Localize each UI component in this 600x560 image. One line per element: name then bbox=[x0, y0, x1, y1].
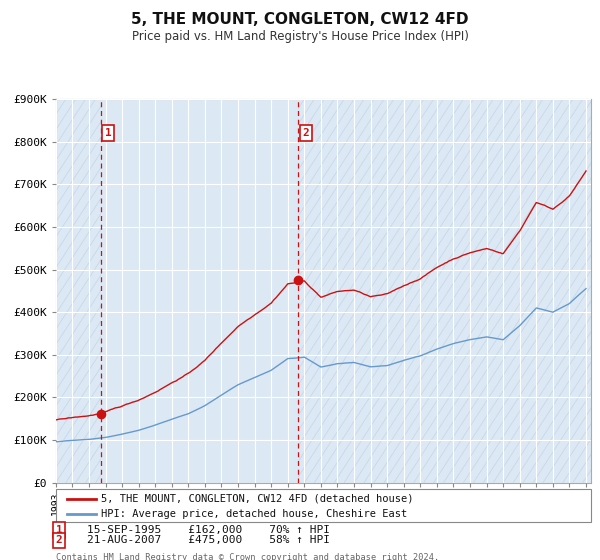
Bar bbox=[101, 99, 298, 483]
Text: 1: 1 bbox=[105, 128, 112, 138]
Text: Price paid vs. HM Land Registry's House Price Index (HPI): Price paid vs. HM Land Registry's House … bbox=[131, 30, 469, 43]
Text: 5, THE MOUNT, CONGLETON, CW12 4FD: 5, THE MOUNT, CONGLETON, CW12 4FD bbox=[131, 12, 469, 27]
Text: 2: 2 bbox=[56, 535, 62, 545]
Text: HPI: Average price, detached house, Cheshire East: HPI: Average price, detached house, Ches… bbox=[101, 509, 407, 519]
Text: 15-SEP-1995    £162,000    70% ↑ HPI: 15-SEP-1995 £162,000 70% ↑ HPI bbox=[87, 525, 330, 535]
Text: 2: 2 bbox=[302, 128, 309, 138]
Text: 21-AUG-2007    £475,000    58% ↑ HPI: 21-AUG-2007 £475,000 58% ↑ HPI bbox=[87, 535, 330, 545]
FancyBboxPatch shape bbox=[56, 489, 591, 522]
Text: 5, THE MOUNT, CONGLETON, CW12 4FD (detached house): 5, THE MOUNT, CONGLETON, CW12 4FD (detac… bbox=[101, 493, 414, 503]
Text: 1: 1 bbox=[56, 525, 62, 535]
Text: Contains HM Land Registry data © Crown copyright and database right 2024.
This d: Contains HM Land Registry data © Crown c… bbox=[56, 553, 439, 560]
